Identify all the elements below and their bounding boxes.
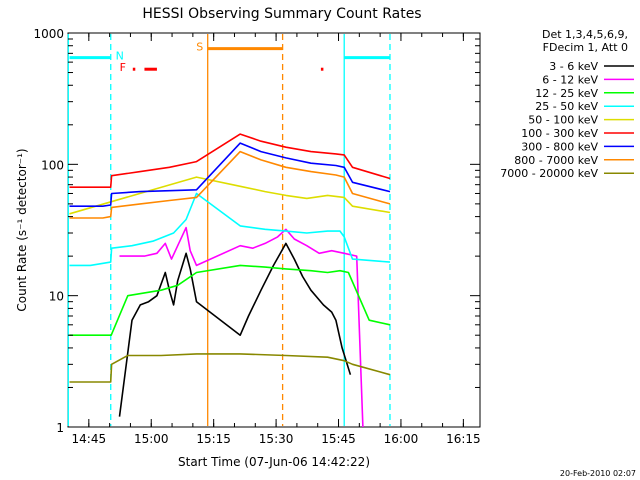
legend-entry-label: 50 - 100 keV	[528, 114, 598, 127]
x-tick-label: 15:45	[321, 432, 356, 446]
legend: Det 1,3,4,5,6,9,FDecim 1, Att 0 3 - 6 keV…	[500, 28, 634, 180]
chart-title: HESSI Observing Summary Count Rates	[142, 6, 421, 22]
series-line	[69, 264, 391, 337]
legend-header-line: FDecim 1, Att 0	[543, 41, 628, 54]
vertical-markers	[67, 34, 391, 426]
x-tick-label: 15:00	[134, 432, 169, 446]
timestamp: 20-Feb-2010 02:07	[560, 469, 636, 478]
legend-header-line: Det 1,3,4,5,6,9,	[542, 28, 628, 41]
x-axis-label: Start Time (07-Jun-06 14:42:22)	[178, 455, 370, 469]
y-tick-label: 1000	[33, 27, 64, 41]
x-tick-label: 15:15	[196, 432, 231, 446]
x-tick-label: 16:15	[446, 432, 481, 446]
flag-label: S	[196, 41, 203, 54]
y-tick-label: 100	[41, 158, 64, 172]
flag-bars: NF S	[69, 41, 390, 74]
x-tick-label: 16:00	[384, 432, 419, 446]
legend-entry-label: 7000 - 20000 keV	[500, 167, 598, 180]
legend-entry-label: 3 - 6 keV	[549, 60, 598, 73]
series-line	[119, 226, 364, 428]
legend-entry-label: 6 - 12 keV	[542, 73, 598, 86]
y-axis-label: Count Rate (s⁻¹ detector⁻¹)	[15, 148, 29, 311]
x-tick-label: 14:45	[72, 432, 107, 446]
series-line	[69, 150, 391, 219]
axis-ticks: 14:45 15:00 15:15 15:30 15:45 16:00 16:15 1 10 10…	[33, 27, 480, 446]
series-line	[118, 242, 352, 417]
series-line	[69, 353, 391, 383]
legend-entry-label: 300 - 800 keV	[521, 140, 598, 153]
y-tick-label: 10	[49, 290, 64, 304]
series-line	[69, 192, 391, 267]
series-lines	[69, 133, 391, 428]
legend-entry-label: 100 - 300 keV	[521, 127, 598, 140]
y-tick-label: 1	[56, 421, 64, 435]
x-tick-label: 15:30	[259, 432, 294, 446]
legend-entry-label: 25 - 50 keV	[535, 100, 598, 113]
series-line	[69, 176, 391, 215]
legend-entry-label: 12 - 25 keV	[535, 87, 598, 100]
series-line	[69, 133, 391, 188]
flag-label: N	[116, 50, 124, 63]
legend-entry-label: 800 - 7000 keV	[514, 154, 598, 167]
flag-label: F	[120, 61, 126, 74]
series-line	[69, 142, 391, 207]
